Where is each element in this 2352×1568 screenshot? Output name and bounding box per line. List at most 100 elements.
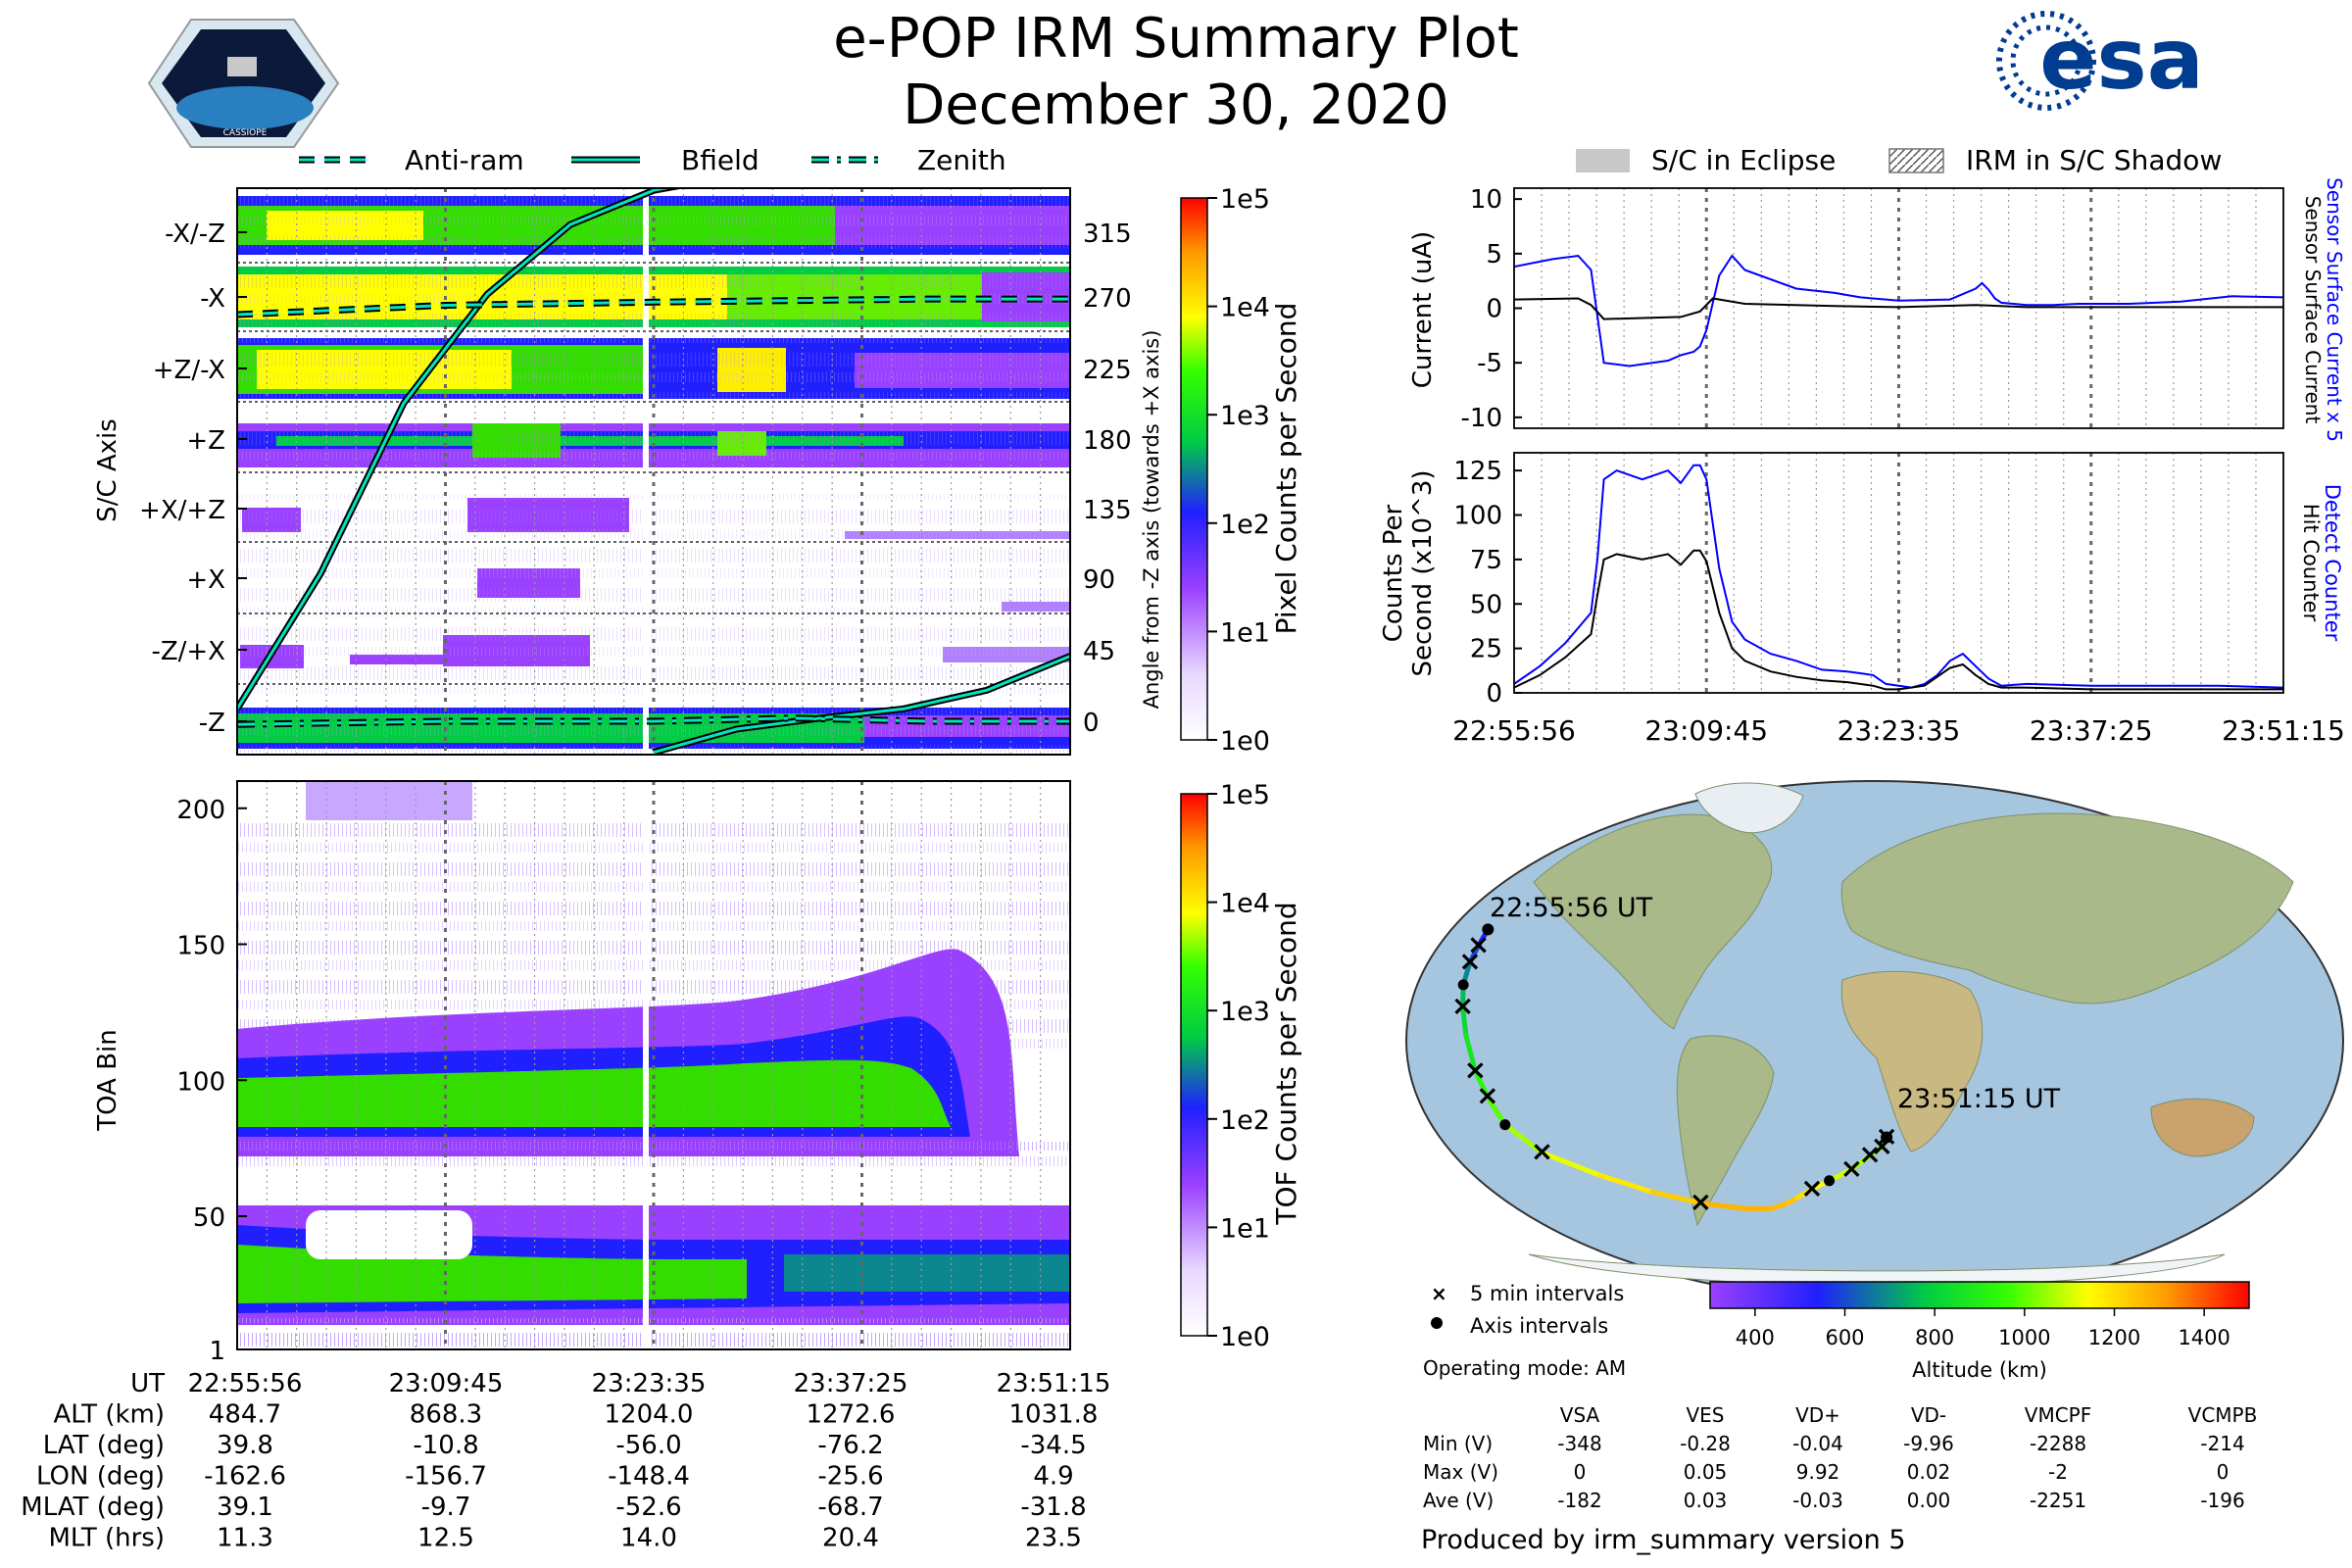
- voltage-cell: -0.03: [1792, 1489, 1843, 1512]
- voltage-header: VES: [1686, 1403, 1724, 1427]
- five-min-marker: ×: [1451, 990, 1474, 1022]
- series-hit-counter: [1514, 549, 2283, 691]
- map-greenland: [1694, 782, 1804, 834]
- voltage-header: VMCPF: [2025, 1403, 2091, 1427]
- toa-heatmap: [237, 781, 1070, 1349]
- orbit-segment: [1649, 1189, 1703, 1206]
- voltage-table: VSA VES VD+ VD- VMCPF VCMPB Min (V) -348 -0.28 -…: [1423, 1403, 2257, 1512]
- logo-cassiope-text: CASSIOPE: [223, 128, 268, 138]
- ytick-label: 0: [1486, 295, 1502, 324]
- eclipse-swatch: [1576, 149, 1630, 172]
- map-north-america: [1533, 813, 1773, 1030]
- ephemeris-cell: 484.7: [209, 1400, 281, 1430]
- voltage-row-label: Min (V): [1423, 1432, 1493, 1455]
- sc-axis-angle-label: 315: [1083, 220, 1132, 249]
- ephemeris-row-label: LAT (deg): [43, 1431, 165, 1460]
- sc-axis-panel: -X/-Z -X +Z/-X +Z +X/+Z +X -Z/+X -Z 315 270 225 18…: [93, 187, 1163, 756]
- toa-ytick-label: 1: [209, 1337, 225, 1366]
- sc-axis-angle-label: 90: [1083, 565, 1115, 595]
- pixel-colorbar-tick-label: 1e2: [1220, 510, 1270, 540]
- legend-zenith: Zenith: [917, 144, 1006, 176]
- ephemeris-cell: 4.9: [1033, 1462, 1073, 1492]
- voltage-row-label: Ave (V): [1423, 1489, 1494, 1512]
- ephemeris-cell: 23:09:45: [389, 1369, 504, 1398]
- pixel-colorbar-label: Pixel Counts per Second: [1270, 303, 1302, 635]
- sc-axis-category-label: +Z/-X: [153, 356, 225, 385]
- toa-ylabel: TOA Bin: [93, 1029, 122, 1131]
- orbit-segment: [1848, 1152, 1873, 1172]
- ephemeris-cell: -156.7: [405, 1462, 487, 1492]
- current-ylabel-right-2: Sensor Surface Current: [2301, 196, 2325, 424]
- counts-ylabel-2: Second (x10^3): [1408, 469, 1438, 676]
- five-min-marker: ×: [1458, 945, 1481, 977]
- ephemeris-cell: -148.4: [608, 1462, 690, 1492]
- tof-colorbar-tick-label: 1e2: [1220, 1105, 1270, 1136]
- sc-axis-category-label: -X/-Z: [165, 220, 225, 249]
- tof-colorbar-tick-label: 1e3: [1220, 997, 1270, 1027]
- voltage-cell: -348: [1557, 1432, 1601, 1455]
- legend-anti-ram: Anti-ram: [405, 144, 524, 176]
- end-marker: [1881, 1131, 1893, 1144]
- ephemeris-row-label: LON (deg): [36, 1462, 165, 1492]
- altitude-tick-label: 800: [1915, 1326, 1954, 1349]
- orbit-segment: [1485, 1094, 1508, 1128]
- counts-xtick-label: 23:51:15: [2222, 714, 2345, 747]
- line-bfield: [653, 655, 1070, 755]
- ephemeris-cell: 23:51:15: [997, 1369, 1111, 1398]
- pixel-colorbar-tick-label: 1e4: [1220, 293, 1270, 323]
- ephemeris-cell: 23.5: [1025, 1524, 1082, 1553]
- ytick-label: 50: [1470, 590, 1502, 619]
- voltage-cell: 0.02: [1907, 1460, 1951, 1484]
- altitude-tick-label: 1200: [2088, 1326, 2140, 1349]
- five-min-marker: ×: [1800, 1171, 1823, 1203]
- tof-colorbar: 1e5 1e4 1e3 1e2 1e1 1e0 TOF Counts per Second: [1180, 780, 1302, 1352]
- ephemeris-cell: 1031.8: [1009, 1400, 1099, 1430]
- axis-marker-icon: [1431, 1317, 1443, 1329]
- counts-xtick-label: 22:55:56: [1452, 714, 1576, 747]
- altitude-tick-label: 400: [1736, 1326, 1775, 1349]
- sc-axis-category-label: -Z/+X: [151, 637, 225, 666]
- ephemeris-cell: 23:37:25: [794, 1369, 908, 1398]
- page-title: e-POP IRM Summary Plot: [833, 7, 1519, 71]
- ephemeris-cell: 39.1: [217, 1493, 273, 1522]
- ephemeris-cell: 12.5: [417, 1524, 474, 1553]
- toa-frame: [236, 780, 1071, 1350]
- axis-marker: [1499, 1119, 1511, 1131]
- operating-mode: Operating mode: AM: [1423, 1356, 1626, 1380]
- voltage-header: VD+: [1795, 1403, 1840, 1427]
- series-sensor-surface-current: [1514, 297, 2283, 320]
- five-min-marker: ×: [1467, 928, 1490, 960]
- ephemeris-cell: -10.8: [413, 1431, 478, 1460]
- orbit-segment: [1467, 943, 1482, 965]
- ephemeris-cell: 1204.0: [605, 1400, 694, 1430]
- altitude-tick-label: 1000: [1998, 1326, 2050, 1349]
- page-subtitle: December 30, 2020: [903, 74, 1449, 137]
- pixel-colorbar-tick-label: 1e5: [1220, 184, 1270, 215]
- logo-esa-text: esa: [2039, 11, 2204, 109]
- ephemeris-cell: -162.6: [204, 1462, 286, 1492]
- orbit-segment: [1502, 1122, 1544, 1155]
- ephemeris-cell: -34.5: [1020, 1431, 1086, 1460]
- orbit-segment: [1794, 1186, 1815, 1200]
- voltage-cell: 0.03: [1684, 1489, 1728, 1512]
- counts-ylabel-right-1: Detect Counter: [2321, 484, 2344, 642]
- legend-shading: S/C in Eclipse IRM in S/C Shadow: [1576, 144, 2222, 176]
- start-marker: [1482, 923, 1494, 936]
- orbit-map: ×××××××××××× 22:55:56 UT 23:51:15 UT: [1405, 780, 2344, 1301]
- axis-marker: [1457, 979, 1469, 991]
- voltage-header: VD-: [1911, 1403, 1946, 1427]
- satellite-icon: [227, 57, 257, 76]
- legend-bfield: Bfield: [681, 144, 760, 176]
- ephemeris-cell: 39.8: [217, 1431, 273, 1460]
- series-detect-counter: [1514, 464, 2283, 689]
- ytick-label: 0: [1486, 679, 1502, 709]
- shadow-swatch: [1888, 148, 1944, 173]
- tof-colorbar-tick-label: 1e5: [1220, 780, 1270, 810]
- line-anti-ram: [237, 297, 1070, 317]
- tof-colorbar-label: TOF Counts per Second: [1270, 902, 1302, 1225]
- tof-colorbar-tick-label: 1e4: [1220, 889, 1270, 919]
- ephemeris-cell: 11.3: [217, 1524, 273, 1553]
- pixel-colorbar-tick-label: 1e1: [1220, 617, 1270, 648]
- legend-shadow: IRM in S/C Shadow: [1966, 144, 2222, 176]
- voltage-cell: -2251: [2030, 1489, 2086, 1512]
